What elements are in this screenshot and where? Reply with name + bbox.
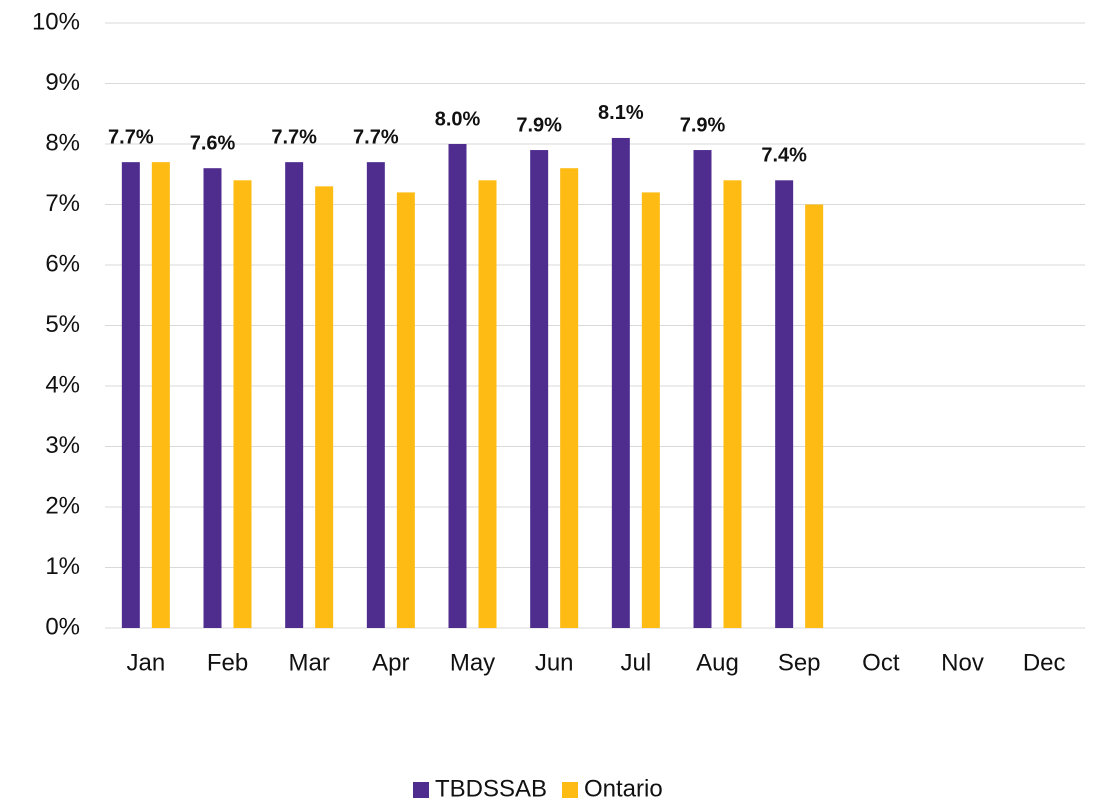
- data-label: 7.9%: [680, 114, 726, 136]
- x-tick-label: Mar: [288, 649, 329, 676]
- data-label: 7.7%: [108, 126, 154, 148]
- legend-swatch: [413, 782, 429, 798]
- data-label: 7.4%: [761, 145, 807, 167]
- x-tick-label: Jul: [620, 649, 651, 676]
- data-label: 7.7%: [271, 126, 317, 148]
- legend-label: Ontario: [584, 775, 663, 802]
- x-tick-label: Feb: [207, 649, 248, 676]
- x-tick-label: Aug: [696, 649, 739, 676]
- x-tick-label: Apr: [372, 649, 409, 676]
- y-tick-label: 0%: [45, 613, 80, 640]
- y-tick-label: 8%: [45, 129, 80, 156]
- y-tick-label: 5%: [45, 311, 80, 338]
- x-tick-label: Nov: [941, 649, 984, 676]
- bar: [396, 192, 415, 628]
- legend-swatch: [562, 782, 578, 798]
- y-tick-label: 4%: [45, 371, 80, 398]
- y-tick-label: 1%: [45, 553, 80, 580]
- y-tick-label: 9%: [45, 69, 80, 96]
- bar: [315, 186, 334, 628]
- x-tick-label: May: [450, 649, 495, 676]
- y-tick-label: 2%: [45, 492, 80, 519]
- bar: [693, 150, 712, 629]
- bar: [448, 144, 467, 628]
- bar: [478, 180, 497, 629]
- data-label: 7.6%: [190, 132, 236, 154]
- bar: [121, 162, 140, 628]
- bar: [151, 162, 170, 628]
- bar: [611, 137, 630, 628]
- x-tick-label: Oct: [862, 649, 900, 676]
- data-label: 8.1%: [598, 102, 644, 124]
- y-tick-label: 3%: [45, 432, 80, 459]
- bar: [775, 180, 794, 629]
- data-label: 8.0%: [435, 108, 481, 130]
- bar: [233, 180, 252, 629]
- bar: [203, 168, 222, 628]
- bar: [723, 180, 742, 629]
- bar: [530, 150, 549, 629]
- y-tick-label: 10%: [32, 8, 80, 35]
- y-tick-label: 6%: [45, 250, 80, 277]
- x-tick-label: Sep: [778, 649, 821, 676]
- bar: [560, 168, 579, 628]
- x-tick-label: Jun: [535, 649, 574, 676]
- data-label: 7.9%: [516, 114, 562, 136]
- x-tick-label: Jan: [126, 649, 165, 676]
- bar: [366, 162, 385, 628]
- data-label: 7.7%: [353, 126, 399, 148]
- bar: [805, 204, 824, 628]
- bar: [285, 162, 304, 628]
- x-tick-label: Dec: [1023, 649, 1066, 676]
- y-tick-label: 7%: [45, 190, 80, 217]
- bar: [641, 192, 660, 628]
- legend-label: TBDSSAB: [435, 775, 547, 802]
